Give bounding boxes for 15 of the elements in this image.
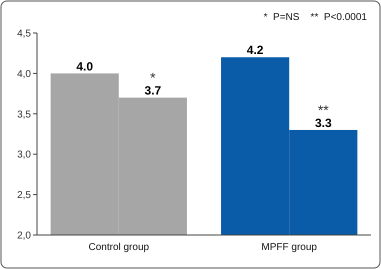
y-tick-label: 4,5 xyxy=(17,28,32,40)
y-tick-label: 2,0 xyxy=(17,230,32,242)
annotation: ** xyxy=(318,102,330,118)
y-tick-label: 4,0 xyxy=(17,68,32,80)
data-label: 3.7 xyxy=(144,84,162,98)
text: * P=NS ** P<0.0001 xyxy=(264,12,368,23)
y-tick-label: 3,5 xyxy=(17,109,32,120)
data-label: 4.2 xyxy=(246,43,264,58)
annotation: * xyxy=(150,70,156,86)
y-tick-label: 3,0 xyxy=(17,150,32,161)
data-label: 4.0 xyxy=(76,59,94,74)
x-tick-label: MPFF group xyxy=(261,242,318,253)
y-tick-label: 2,5 xyxy=(17,190,32,202)
x-tick-label: Control group xyxy=(88,242,150,253)
data-label: 3.3 xyxy=(314,116,332,130)
